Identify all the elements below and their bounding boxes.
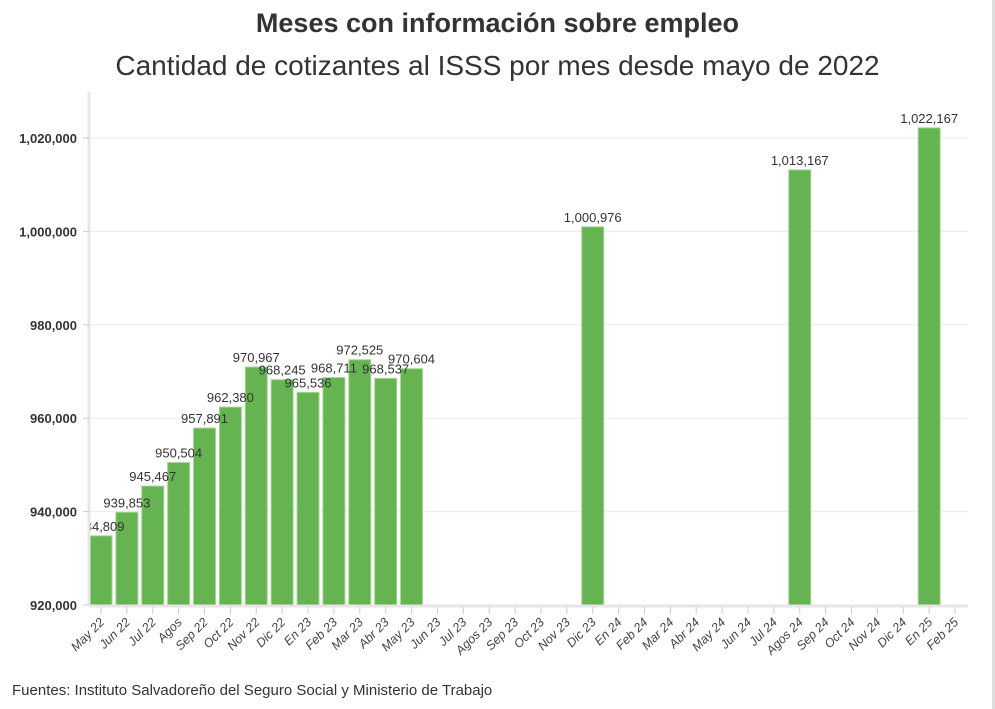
source-note: Fuentes: Instituto Salvadoreño del Segur… xyxy=(12,682,493,699)
y-tick-label: 940,000 xyxy=(30,505,77,520)
data-label: 968,711 xyxy=(311,361,357,376)
bar xyxy=(270,379,294,606)
bar xyxy=(89,535,113,606)
data-label: 1,013,167 xyxy=(771,153,829,168)
bar xyxy=(218,406,242,606)
data-label: 965,536 xyxy=(285,375,332,390)
y-tick-label: 960,000 xyxy=(30,411,77,426)
data-label: 972,525 xyxy=(336,343,383,358)
y-tick-label: 920,000 xyxy=(30,598,77,613)
bar xyxy=(581,226,605,606)
bar xyxy=(296,391,320,606)
chart-subtitle: Cantidad de cotizantes al ISSS por mes d… xyxy=(115,50,880,81)
data-label: 962,380 xyxy=(207,390,254,405)
data-label: 968,537 xyxy=(362,361,409,376)
bar xyxy=(322,377,346,606)
data-label: 1,022,167 xyxy=(900,111,958,126)
data-label: 934,809 xyxy=(78,519,125,534)
data-label: 945,467 xyxy=(129,469,176,484)
x-tick-label: Jul 22 xyxy=(125,615,159,649)
x-tick-label: Dic 23 xyxy=(564,615,599,650)
scrollbar-edge xyxy=(992,0,995,709)
data-label: 970,604 xyxy=(388,352,435,367)
bar xyxy=(400,368,424,606)
bar xyxy=(374,377,398,606)
data-label: 957,891 xyxy=(181,411,228,426)
data-label: 970,967 xyxy=(233,350,280,365)
x-tick-label: May 22 xyxy=(68,615,107,654)
data-label: 939,853 xyxy=(103,495,150,510)
x-tick-label: Dic 22 xyxy=(253,615,288,650)
y-tick-label: 1,020,000 xyxy=(19,131,77,146)
chart-title: Meses con información sobre empleo xyxy=(255,8,740,38)
bar xyxy=(917,127,941,606)
y-tick-label: 980,000 xyxy=(30,318,77,333)
bar xyxy=(788,169,812,606)
data-label: 968,245 xyxy=(259,363,306,378)
x-tick-label: Dic 24 xyxy=(874,615,909,650)
bar xyxy=(348,359,372,606)
data-label: 1,000,976 xyxy=(564,210,622,225)
data-label: 950,504 xyxy=(155,446,202,461)
y-tick-label: 1,000,000 xyxy=(19,224,77,239)
